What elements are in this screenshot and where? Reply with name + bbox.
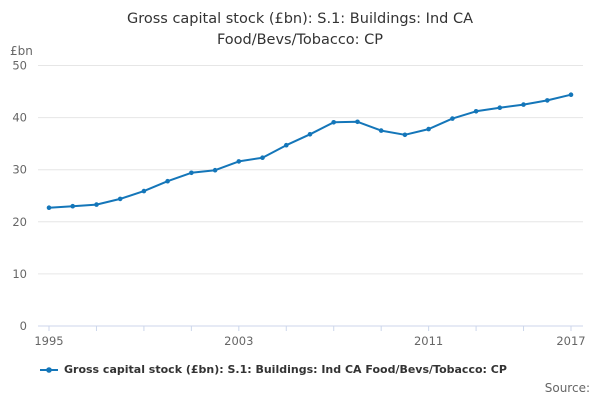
data-point-2003[interactable]	[236, 159, 242, 164]
data-point-2001[interactable]	[189, 170, 194, 176]
chart-title-line-2: Food/Bevs/Tobacco: CP	[216, 32, 384, 49]
data-point-2014[interactable]	[497, 105, 503, 110]
y-tick-label-10: 10	[12, 267, 27, 281]
x-tick-label-1995: 1995	[34, 334, 63, 348]
data-point-2011[interactable]	[426, 126, 431, 132]
source-label: Source:	[544, 381, 590, 395]
data-point-2012[interactable]	[450, 116, 455, 121]
chart-title-line-1: Gross capital stock (£bn): S.1: Building…	[126, 11, 473, 27]
data-point-2016[interactable]	[545, 98, 550, 103]
x-tick-label-2011: 2011	[414, 334, 443, 348]
data-point-2015[interactable]	[521, 102, 526, 107]
data-point-2007[interactable]	[331, 120, 337, 125]
y-tick-label-30: 30	[12, 163, 27, 177]
data-point-1995[interactable]	[46, 205, 52, 210]
data-point-2009[interactable]	[378, 128, 384, 133]
y-axis-unit-label: £bn	[10, 44, 33, 58]
data-point-1997[interactable]	[94, 202, 99, 207]
chart-title: Gross capital stock (£bn): S.1: Building…	[0, 9, 600, 51]
data-point-2000[interactable]	[165, 178, 170, 184]
data-point-2005[interactable]	[284, 142, 289, 148]
y-tick-label-20: 20	[12, 215, 27, 229]
data-point-2017[interactable]	[568, 92, 574, 97]
data-point-2013[interactable]	[473, 109, 479, 114]
data-point-1998[interactable]	[117, 196, 123, 202]
line-series	[48, 93, 572, 209]
x-tick-label-2003: 2003	[224, 334, 253, 348]
legend-item[interactable]: Gross capital stock (£bn): S.1: Building…	[40, 363, 507, 376]
legend-label: Gross capital stock (£bn): S.1: Building…	[64, 363, 507, 376]
data-point-2010[interactable]	[402, 132, 408, 138]
data-point-2002[interactable]	[212, 167, 218, 173]
data-point-1996[interactable]	[70, 203, 75, 209]
y-tick-label-50: 50	[12, 59, 27, 73]
data-point-2004[interactable]	[260, 155, 265, 160]
y-tick-label-40: 40	[12, 111, 27, 125]
data-point-2006[interactable]	[307, 132, 313, 137]
data-point-2008[interactable]	[355, 119, 360, 125]
data-point-1999[interactable]	[141, 188, 147, 194]
y-tick-label-0: 0	[20, 319, 27, 333]
x-tick-label-2017: 2017	[556, 334, 585, 348]
legend-line-marker-icon	[40, 366, 58, 373]
